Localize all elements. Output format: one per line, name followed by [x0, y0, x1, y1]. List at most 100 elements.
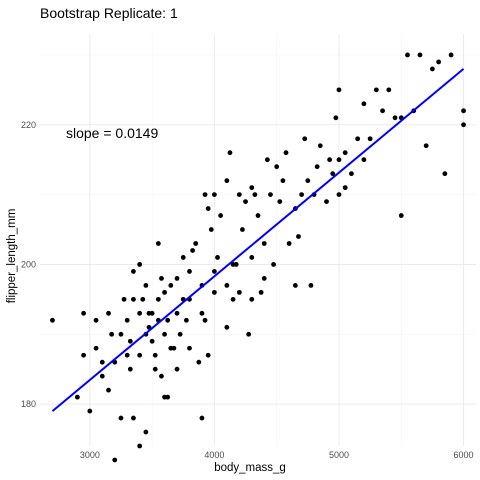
data-point	[140, 296, 146, 302]
data-point	[268, 192, 273, 198]
data-point	[174, 310, 180, 316]
data-point	[127, 366, 133, 372]
data-point	[127, 338, 133, 344]
chart-title: Bootstrap Replicate: 1	[40, 5, 178, 21]
data-point	[202, 192, 208, 198]
data-point	[196, 359, 202, 365]
data-point	[162, 331, 167, 337]
data-point	[118, 415, 124, 421]
data-point	[155, 296, 161, 302]
data-point	[50, 317, 55, 323]
x-tick-label: 6000	[454, 450, 474, 460]
data-point	[112, 457, 118, 463]
data-point	[361, 101, 367, 107]
data-point	[255, 213, 261, 218]
data-point	[261, 241, 267, 246]
data-point	[271, 262, 276, 267]
data-point	[423, 143, 429, 149]
data-point	[212, 192, 217, 198]
data-point	[436, 59, 442, 65]
data-point	[261, 276, 267, 281]
data-point	[258, 289, 264, 295]
data-point	[230, 296, 236, 302]
data-point	[155, 241, 161, 246]
data-point	[277, 199, 283, 204]
data-point	[349, 171, 354, 177]
data-point	[224, 282, 230, 288]
y-axis-title: flipper_length_mm	[6, 209, 18, 304]
data-point	[224, 178, 230, 184]
data-point	[199, 415, 205, 421]
data-point	[218, 213, 224, 218]
data-point	[299, 192, 304, 198]
data-point	[286, 241, 292, 246]
data-point	[305, 178, 311, 184]
data-point	[171, 345, 177, 351]
x-axis-title: body_mass_g	[214, 462, 286, 474]
data-point	[187, 345, 192, 351]
data-point	[180, 255, 186, 260]
data-point	[246, 331, 252, 337]
data-point	[212, 269, 217, 274]
data-point	[336, 157, 342, 163]
data-point	[283, 150, 289, 156]
data-point	[143, 429, 149, 435]
data-point	[308, 282, 314, 288]
data-point	[249, 255, 255, 260]
data-point	[430, 66, 435, 72]
data-point	[355, 136, 361, 142]
data-point	[106, 310, 111, 316]
data-point	[131, 415, 136, 421]
data-point	[137, 262, 143, 267]
data-point	[202, 317, 208, 323]
data-point	[236, 289, 242, 295]
data-point	[81, 352, 86, 358]
data-point	[373, 87, 379, 93]
data-point	[386, 87, 392, 93]
data-point	[317, 143, 323, 149]
x-tick-label: 5000	[329, 450, 349, 460]
data-point	[93, 345, 99, 351]
data-point	[159, 276, 164, 281]
data-point	[137, 443, 143, 449]
data-point	[215, 255, 220, 260]
data-point	[342, 185, 348, 191]
data-point	[174, 276, 180, 281]
data-point	[152, 366, 158, 372]
data-point	[417, 52, 423, 58]
data-point	[296, 234, 301, 239]
data-point	[442, 171, 448, 177]
data-point	[405, 52, 410, 58]
data-point	[392, 115, 398, 121]
data-point	[212, 289, 217, 295]
x-tick-label: 3000	[80, 450, 100, 460]
gridlines	[40, 34, 476, 446]
data-point	[81, 310, 86, 316]
data-point	[121, 296, 127, 302]
data-point	[177, 331, 183, 337]
data-point	[124, 352, 130, 358]
data-point	[190, 248, 196, 253]
data-point	[193, 241, 199, 246]
data-point	[252, 192, 258, 198]
data-point	[292, 282, 298, 288]
data-point	[367, 136, 373, 142]
data-point	[342, 150, 348, 156]
data-point	[249, 296, 255, 302]
data-point	[87, 408, 93, 414]
data-point	[137, 352, 143, 358]
data-point	[99, 373, 105, 379]
x-tick-label: 4000	[204, 450, 224, 460]
data-point	[236, 192, 242, 198]
data-point	[280, 178, 286, 184]
data-point	[249, 185, 255, 191]
data-point	[131, 269, 136, 274]
data-point	[152, 352, 158, 358]
data-point	[165, 317, 171, 323]
regression-line	[51, 68, 465, 412]
data-point	[336, 87, 342, 93]
data-point	[143, 282, 149, 288]
data-point	[168, 282, 174, 288]
data-point	[461, 108, 466, 114]
